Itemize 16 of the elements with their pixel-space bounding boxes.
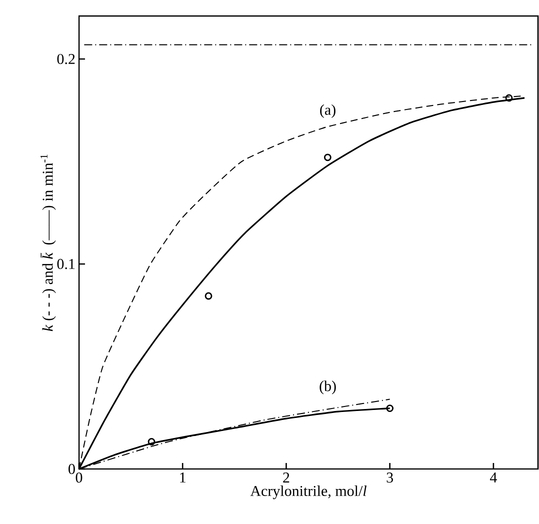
y-tick-label: 0 (68, 464, 75, 474)
y-tick-label: 0.2 (57, 54, 75, 64)
x-tick-label: 2 (283, 472, 290, 482)
annotation: (b) (320, 380, 336, 394)
y-tick-label: 0.1 (57, 258, 75, 270)
annotation: (a) (320, 104, 336, 118)
y-axis-title: k (- - -) and k̄ (——) in min$^{-1}$ (40, 154, 56, 332)
point (505, 94, 513, 102)
x-tick-label: 0 (76, 472, 82, 483)
point (324, 154, 332, 162)
x-tick-label: 1 (180, 472, 186, 482)
x-axis-title: Acrylonitrile, mol/l (250, 486, 366, 500)
point (148, 438, 156, 446)
x-tick-label: 3 (386, 472, 393, 483)
x-tick-label: 4 (490, 472, 497, 482)
point (204, 292, 212, 300)
